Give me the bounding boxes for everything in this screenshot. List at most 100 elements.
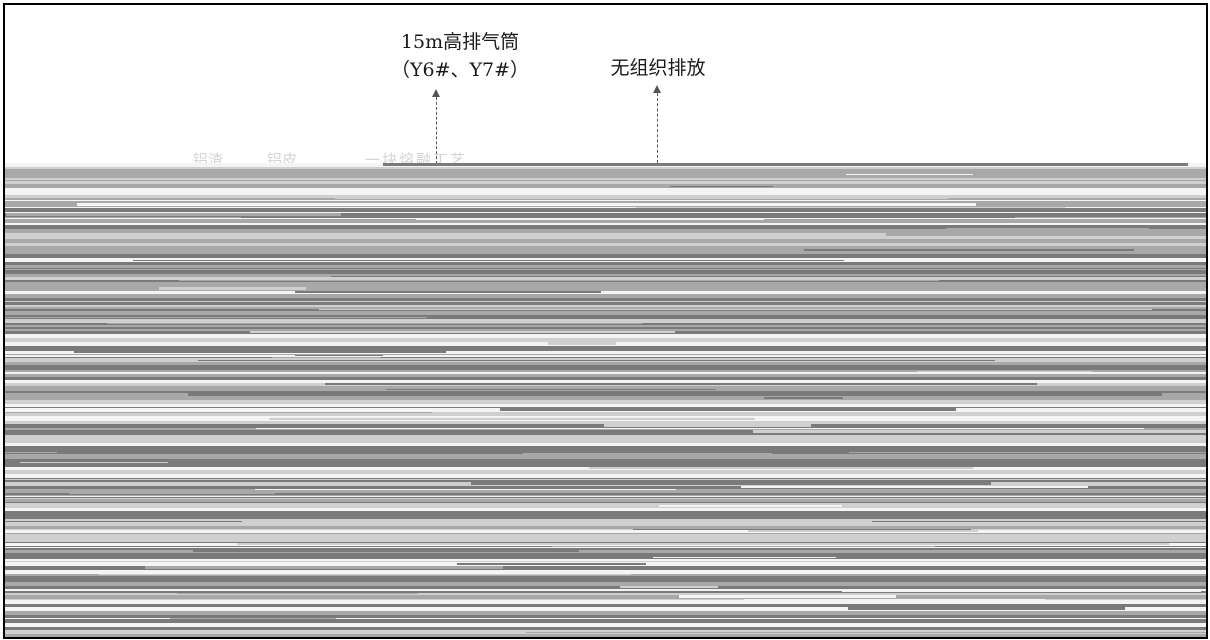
band-segment <box>378 184 1090 185</box>
band-stripe <box>5 490 1206 493</box>
band-segment <box>170 618 336 619</box>
band-stripe <box>5 459 1206 462</box>
band-segment <box>917 371 1092 372</box>
band-stripe <box>5 550 1206 553</box>
band-stripe <box>5 502 1206 503</box>
band-stripe <box>5 258 1206 260</box>
band-stripe <box>5 307 1206 309</box>
band-stripe <box>5 455 1206 459</box>
band-stripe <box>5 530 1206 533</box>
band-stripe <box>5 176 1206 178</box>
band-stripe <box>5 262 1206 265</box>
band-segment <box>335 198 948 199</box>
band-segment <box>74 351 446 353</box>
band-segment <box>500 408 956 411</box>
band-segment <box>886 233 1206 236</box>
band-stripe <box>5 283 1206 287</box>
band-stripe <box>5 559 1206 561</box>
band-stripe <box>5 218 1206 219</box>
band-segment <box>804 249 1134 251</box>
band-stripe <box>5 365 1206 367</box>
band-segment <box>179 280 939 281</box>
band-stripe <box>5 586 1206 589</box>
band-stripe <box>5 294 1206 298</box>
band-stripe <box>5 354 1206 355</box>
band-segment <box>523 453 772 454</box>
band-stripe <box>5 522 1206 525</box>
band-segment <box>6 213 341 216</box>
band-stripe <box>5 562 1206 563</box>
band-stripe <box>5 526 1206 529</box>
band-stripe <box>5 301 1206 302</box>
band-stripe <box>5 252 1206 254</box>
band-stripe <box>5 557 1206 559</box>
fugitive-arrow-line <box>657 93 658 163</box>
band-stripe <box>5 246 1206 249</box>
band-segment <box>457 563 646 565</box>
band-segment <box>133 260 844 261</box>
band-stripe <box>5 443 1206 446</box>
band-stripe <box>5 277 1206 280</box>
band-stripe <box>5 327 1206 329</box>
band-segment <box>432 412 1206 413</box>
band-segment <box>116 450 283 451</box>
band-segment <box>255 489 676 490</box>
band-stripe <box>5 480 1206 481</box>
band-segment <box>604 424 811 427</box>
band-stripe <box>5 362 1206 365</box>
band-stripe <box>5 397 1206 400</box>
band-stripe <box>5 229 1206 231</box>
band-segment <box>107 323 642 324</box>
band-segment <box>295 355 383 356</box>
band-stripe <box>5 186 1206 188</box>
band-stripe <box>5 355 1206 357</box>
band-stripe <box>5 462 1206 464</box>
band-stripe <box>5 553 1206 556</box>
fugitive-arrow-up-icon <box>653 85 661 93</box>
band-stripe <box>5 370 1206 371</box>
band-segment <box>788 362 871 364</box>
band-segment <box>295 291 601 293</box>
band-segment <box>620 586 718 588</box>
band-stripe <box>5 367 1206 370</box>
band-segment <box>741 486 1088 488</box>
band-stripe <box>5 208 1206 212</box>
band-segment <box>250 331 675 333</box>
band-stripe <box>5 508 1206 511</box>
band-segment <box>241 217 1015 218</box>
band-segment <box>5 317 427 318</box>
band-stripe <box>5 329 1206 331</box>
band-stripe <box>5 499 1206 502</box>
band-stripe <box>5 604 1206 607</box>
band-segment <box>331 276 1206 277</box>
band-stripe <box>5 181 1206 184</box>
diagram-frame: 15m高排气筒 （Y6#、Y7#） 无组织排放 铝渣 铝皮 一块熔融工艺 <box>3 3 1208 639</box>
band-stripe <box>5 326 1206 327</box>
band-segment <box>744 599 1045 600</box>
band-stripe <box>5 298 1206 301</box>
band-segment <box>177 593 418 594</box>
band-stripe <box>5 404 1206 407</box>
band-segment <box>99 574 631 575</box>
band-stripe <box>5 481 1206 482</box>
band-segment <box>383 163 1188 166</box>
band-stripe <box>5 291 1206 294</box>
stack-id-label: （Y6#、Y7#） <box>390 58 530 82</box>
band-stripe <box>5 223 1206 225</box>
band-stripe <box>5 239 1206 243</box>
band-stripe <box>5 386 1206 389</box>
band-segment <box>568 474 1206 477</box>
band-stripe <box>5 511 1206 515</box>
band-stripe <box>5 515 1206 519</box>
band-stripe <box>5 561 1206 562</box>
band-segment <box>20 462 168 463</box>
band-segment <box>193 550 579 552</box>
band-segment <box>416 219 764 220</box>
band-segment <box>453 358 1146 359</box>
band-stripe <box>5 178 1206 180</box>
band-stripe <box>5 377 1206 380</box>
band-stripe <box>5 611 1206 615</box>
band-segment <box>633 529 971 530</box>
band-stripe <box>5 595 1206 599</box>
band-segment <box>145 566 503 569</box>
